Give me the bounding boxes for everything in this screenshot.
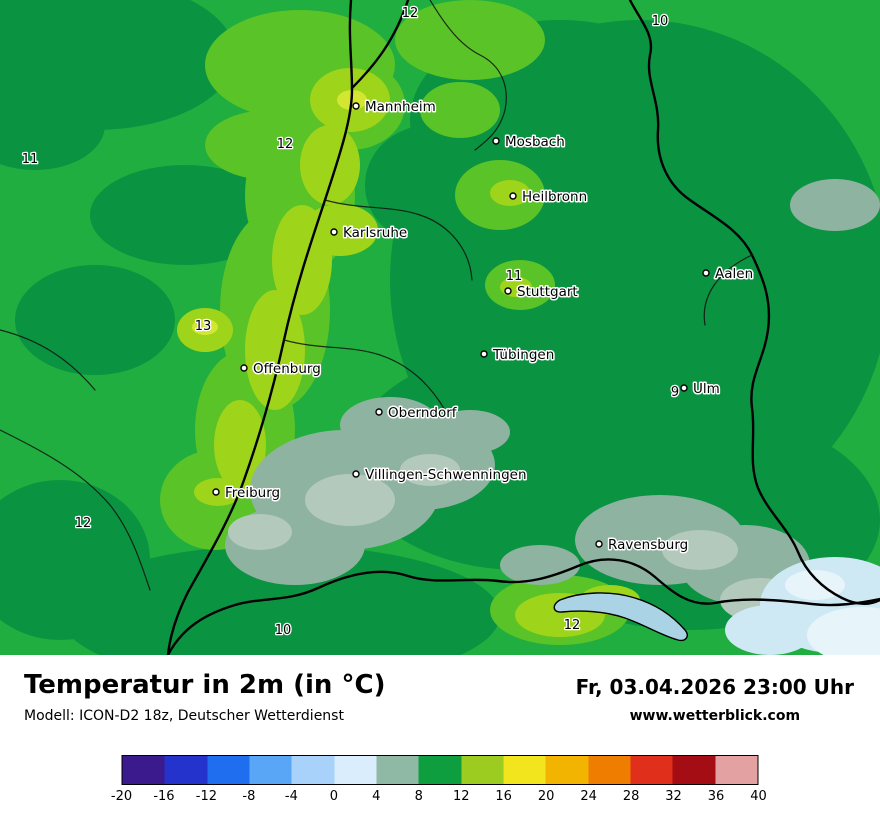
city-aalen: Aalen <box>702 265 755 284</box>
city-mosbach: Mosbach <box>492 133 566 152</box>
city-label: Ravensburg <box>608 537 688 553</box>
city-label: Karlsruhe <box>343 225 407 241</box>
datetime-block: Fr, 03.04.2026 23:00 Uhr www.wetterblick… <box>576 671 854 724</box>
legend-tick: 32 <box>665 789 682 804</box>
legend-segment <box>418 756 462 784</box>
legend-segment <box>207 756 250 784</box>
legend-tick: -20 <box>110 789 133 804</box>
city-freiburg: Freiburg <box>212 484 282 503</box>
temp-value: 13 <box>195 319 212 334</box>
legend-segment <box>376 756 419 784</box>
legend-tick: -4 <box>284 789 298 804</box>
legend-segment <box>503 756 546 784</box>
city-label: Offenburg <box>253 361 321 377</box>
legend-tick: 16 <box>495 789 512 804</box>
map-footer: Temperatur in 2m (in °C) Modell: ICON-D2… <box>0 655 880 830</box>
legend-segment <box>164 756 208 784</box>
city-marker-dot <box>680 384 688 392</box>
city-karlsruhe: Karlsruhe <box>330 224 409 243</box>
legend-tick: 12 <box>452 789 470 804</box>
legend-segment <box>545 756 589 784</box>
legend-tick: -12 <box>195 789 218 804</box>
map-shading-pale-blue-light <box>785 570 880 663</box>
temp-value: 10 <box>652 14 669 29</box>
legend-tick: 0 <box>329 789 338 804</box>
legend-tick: 24 <box>580 789 597 804</box>
city-offenburg: Offenburg <box>240 360 322 379</box>
temp-value: 12 <box>277 137 294 152</box>
city-marker-dot <box>492 137 500 145</box>
city-marker-dot <box>480 350 488 358</box>
city-label: Villingen-Schwenningen <box>365 467 527 483</box>
temp-value: 11 <box>506 269 523 284</box>
model-info: Modell: ICON-D2 18z, Deutscher Wetterdie… <box>24 707 344 724</box>
temp-value: 12 <box>75 516 92 531</box>
map-canvas: 12 10 11 12 13 11 9 12 10 12 Mannheim <box>0 0 880 685</box>
legend-tick-labels: -20 -16 -12 -8 -4 0 4 8 12 16 20 24 28 32 36 40 <box>111 789 767 809</box>
city-label: Oberndorf <box>388 405 458 421</box>
city-label: Ulm <box>693 381 720 397</box>
website-url: www.wetterblick.com <box>629 708 801 724</box>
city-villingen-schwenningen: Villingen-Schwenningen <box>352 466 528 485</box>
city-marker-dot <box>352 102 360 110</box>
city-marker-dot <box>504 287 512 295</box>
legend-tick: -16 <box>153 789 175 804</box>
city-label: Aalen <box>715 266 753 282</box>
city-tuebingen: Tübingen <box>480 346 556 365</box>
legend-segment <box>715 756 758 784</box>
legend-segment <box>122 756 165 784</box>
legend-segment <box>334 756 377 784</box>
legend-segment <box>461 756 504 784</box>
legend-segment <box>249 756 292 784</box>
temperature-map: 12 10 11 12 13 11 9 12 10 12 Mannheim <box>0 0 880 685</box>
map-cities: Mannheim Mosbach Heilbronn Karlsruhe Stu… <box>212 98 755 555</box>
city-label: Freiburg <box>225 485 280 501</box>
city-marker-dot <box>212 488 220 496</box>
temp-value: 11 <box>22 152 39 167</box>
legend-tick: 20 <box>537 789 555 804</box>
legend-tick: 40 <box>750 789 767 804</box>
legend-segment <box>630 756 673 784</box>
city-label: Mosbach <box>505 134 565 150</box>
legend-tick: -8 <box>242 789 256 804</box>
city-heilbronn: Heilbronn <box>509 188 589 207</box>
city-marker-dot <box>352 470 360 478</box>
legend-segment <box>291 756 335 784</box>
lake-constance <box>553 592 688 642</box>
city-label: Stuttgart <box>517 284 578 300</box>
legend-tick: 36 <box>707 789 725 804</box>
title-block: Temperatur in 2m (in °C) Modell: ICON-D2… <box>24 670 386 724</box>
temp-value: 12 <box>564 618 581 633</box>
city-marker-dot <box>509 192 517 200</box>
legend-segment <box>672 756 716 784</box>
city-marker-dot <box>375 408 383 416</box>
map-temperature-values: 12 10 11 12 13 11 9 12 10 12 <box>20 5 680 640</box>
city-oberndorf: Oberndorf <box>375 404 459 423</box>
temp-value: 12 <box>402 6 419 21</box>
city-label: Mannheim <box>365 99 436 115</box>
city-label: Heilbronn <box>522 189 587 205</box>
city-mannheim: Mannheim <box>352 98 437 117</box>
city-label: Tübingen <box>492 347 554 363</box>
color-scale-legend: -20 -16 -12 -8 -4 0 4 8 12 16 20 24 28 32 36 40 <box>111 755 767 809</box>
map-borders <box>0 0 880 657</box>
forecast-datetime: Fr, 03.04.2026 23:00 Uhr <box>575 675 854 699</box>
page-title: Temperatur in 2m (in °C) <box>24 670 386 700</box>
city-marker-dot <box>595 540 603 548</box>
city-ulm: Ulm <box>680 380 721 399</box>
city-marker-dot <box>330 228 338 236</box>
temp-value: 10 <box>275 623 292 638</box>
city-ravensburg: Ravensburg <box>595 536 690 555</box>
legend-tick: 8 <box>414 789 423 804</box>
city-stuttgart: Stuttgart <box>504 283 579 302</box>
legend-segment <box>588 756 631 784</box>
legend-tick: 4 <box>372 789 381 804</box>
legend-color-bar <box>121 755 759 785</box>
city-marker-dot <box>702 269 710 277</box>
temp-value: 9 <box>671 385 679 400</box>
legend-tick: 28 <box>622 789 640 804</box>
city-marker-dot <box>240 364 248 372</box>
